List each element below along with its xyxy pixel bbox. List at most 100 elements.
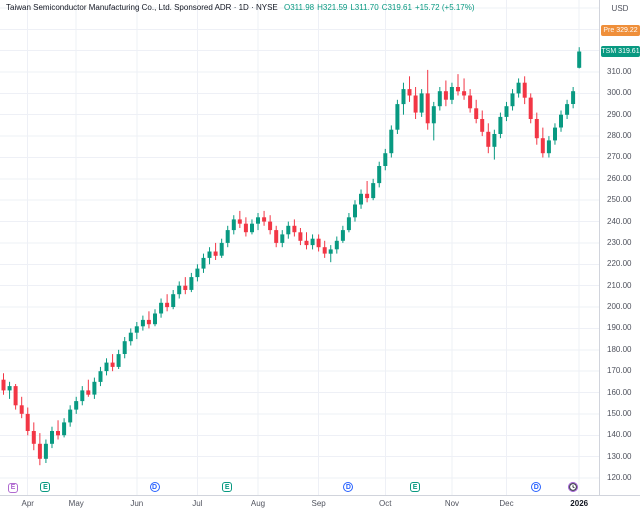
premarket-label: Pre xyxy=(603,27,615,35)
ohlc-h-value: H321.59 xyxy=(317,3,348,12)
candle-body xyxy=(201,257,206,269)
candle-body xyxy=(177,285,182,295)
candle-body xyxy=(237,219,242,224)
candle-body xyxy=(134,326,139,333)
price-tick-label: 280.00 xyxy=(607,131,632,141)
earnings-icon[interactable]: E xyxy=(410,482,421,492)
candle-body xyxy=(213,251,218,256)
price-tick-label: 250.00 xyxy=(607,195,632,205)
earnings-icon[interactable]: E xyxy=(40,482,51,492)
time-tick-month: Oct xyxy=(379,499,392,508)
candle-body xyxy=(256,217,260,224)
price-tick-label: 270.00 xyxy=(607,152,632,162)
candle-body xyxy=(528,97,533,119)
candle-body xyxy=(110,362,115,367)
time-axis[interactable]: Apr May Jun Jul Aug Sep Oct Nov Dec 2026 xyxy=(0,495,640,511)
interval-label[interactable]: 1D xyxy=(238,3,249,12)
candle-body xyxy=(340,230,345,241)
price-tick-label: 260.00 xyxy=(607,173,632,183)
candle-body xyxy=(183,285,188,290)
price-tick-label: 300.00 xyxy=(607,88,632,98)
candlestick-chart xyxy=(0,0,599,495)
exchange-label: NYSE xyxy=(255,3,278,12)
price-tick-label: 190.00 xyxy=(607,323,632,333)
upcoming-earnings-clock-icon[interactable] xyxy=(567,482,578,492)
candle-body xyxy=(92,381,97,395)
candle-body xyxy=(37,443,42,459)
candle-body xyxy=(577,51,582,68)
candle-body xyxy=(498,116,503,134)
candle-body xyxy=(371,183,376,199)
time-tick-month: May xyxy=(68,499,84,508)
change-value: +15.72 (+5.17%) xyxy=(414,3,475,12)
candle-body xyxy=(286,225,291,235)
candle-body xyxy=(437,91,442,107)
candle-body xyxy=(98,371,103,382)
candle-body xyxy=(116,354,121,367)
ohlc-o-value: O311.98 xyxy=(284,3,315,12)
price-tick-label: 290.00 xyxy=(607,109,632,119)
candle-body xyxy=(219,242,224,256)
time-tick-month: Jun xyxy=(130,499,144,508)
candle-body xyxy=(486,131,491,147)
candle-body xyxy=(553,127,557,141)
last-price-badge[interactable]: TSM 319.61 xyxy=(601,45,640,57)
upcoming-earnings-badge[interactable]: E xyxy=(8,483,18,493)
chart-legend: Taiwan Semiconductor Manufacturing Co., … xyxy=(6,3,478,12)
candle-body xyxy=(365,193,370,199)
candle-body xyxy=(322,247,327,254)
candle-body xyxy=(510,93,515,107)
candle-body xyxy=(225,230,230,243)
candle-body xyxy=(165,302,170,308)
candle-body xyxy=(80,390,85,402)
price-axis[interactable]: USD Pre 329.22 TSM 319.61 310.00 300.00 290.… xyxy=(599,0,640,495)
candle-body xyxy=(25,413,30,431)
time-tick-month: Dec xyxy=(499,499,514,508)
candle-body xyxy=(462,91,467,96)
candle-body xyxy=(243,223,248,233)
candle-body xyxy=(31,431,36,444)
candle-body xyxy=(516,82,521,94)
ohlc-l-value: L311.70 xyxy=(350,3,379,12)
candle-body xyxy=(456,87,460,92)
candle-body xyxy=(128,332,133,342)
candle-body xyxy=(280,234,285,243)
price-tick-label: 230.00 xyxy=(607,237,632,247)
candle-body xyxy=(425,93,430,124)
candle-body xyxy=(389,129,394,154)
candle-body xyxy=(262,217,267,222)
candle-body xyxy=(504,106,509,117)
price-tick-label: 120.00 xyxy=(607,472,632,482)
symbol-title[interactable]: Taiwan Semiconductor Manufacturing Co., … xyxy=(6,3,232,12)
candle-body xyxy=(310,238,315,246)
candle-body xyxy=(304,240,309,246)
candle-body xyxy=(431,106,436,124)
candle-body xyxy=(189,277,194,290)
candle-body xyxy=(377,166,382,184)
candle-body xyxy=(468,95,473,109)
candle-body xyxy=(207,251,212,258)
price-tick-label: 160.00 xyxy=(607,387,632,397)
price-tick-label: 310.00 xyxy=(607,67,632,76)
dividend-icon[interactable]: D xyxy=(149,482,160,492)
dividend-icon[interactable]: D xyxy=(343,482,354,492)
separator-dot: · xyxy=(251,3,254,12)
candle-body xyxy=(328,249,333,254)
candle-body xyxy=(492,134,497,147)
candle-body xyxy=(480,119,485,132)
candle-body xyxy=(13,386,18,406)
premarket-price-badge[interactable]: Pre 329.22 xyxy=(601,25,640,37)
chart-plot-area[interactable] xyxy=(0,0,599,495)
candle-body xyxy=(334,240,339,250)
candle-body xyxy=(159,302,164,314)
time-tick-month: Sep xyxy=(311,499,326,508)
candle-body xyxy=(50,431,54,444)
candle-body xyxy=(68,409,73,423)
earnings-icon[interactable]: E xyxy=(222,482,233,492)
candle-body xyxy=(559,114,563,128)
candle-body xyxy=(268,221,273,231)
candle-body xyxy=(571,91,576,104)
dividend-icon[interactable]: D xyxy=(531,482,542,492)
